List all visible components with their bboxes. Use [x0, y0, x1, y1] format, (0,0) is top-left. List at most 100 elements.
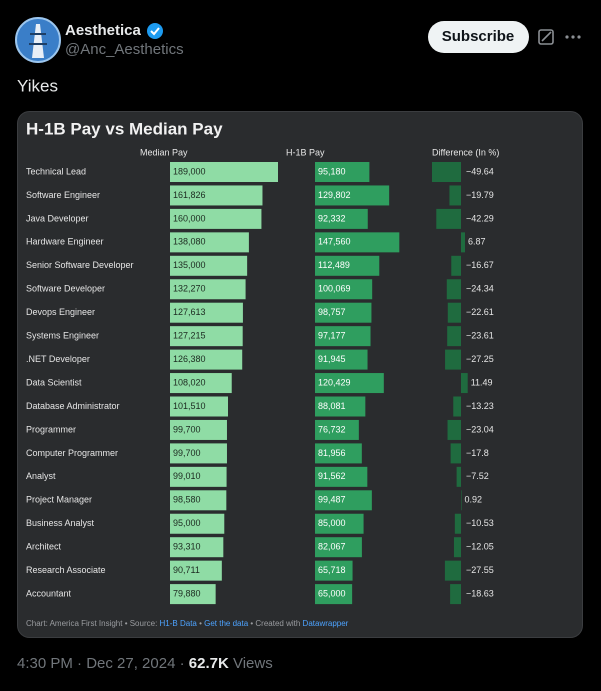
- value-label: −12.05: [466, 542, 494, 552]
- bar: [170, 419, 227, 440]
- row-label: Project Manager: [26, 495, 92, 505]
- bar: [170, 373, 232, 394]
- bar: [170, 560, 222, 581]
- column-header: H-1B Pay: [286, 147, 325, 157]
- value-label: −23.04: [466, 424, 494, 434]
- bar: [170, 232, 249, 253]
- chart-card[interactable]: [17, 111, 583, 638]
- value-label: −7.52: [466, 471, 489, 481]
- subscribe-label[interactable]: Subscribe: [442, 28, 515, 45]
- row-label: Java Developer: [26, 213, 89, 223]
- value-label: 97,177: [318, 331, 346, 341]
- value-label: 98,580: [173, 495, 201, 505]
- bar: [315, 302, 372, 323]
- value-label: −13.23: [466, 401, 494, 411]
- value-label: 6.87: [468, 237, 486, 247]
- row-label: Database Administrator: [26, 401, 120, 411]
- row-label: Analyst: [26, 471, 56, 481]
- bar: [450, 584, 461, 605]
- bar: [170, 537, 224, 558]
- value-label: −19.79: [466, 190, 494, 200]
- row-label: Accountant: [26, 588, 72, 598]
- value-label: 90,711: [173, 565, 200, 575]
- tool-link[interactable]: Datawrapper: [303, 619, 349, 628]
- tweet-meta: 4:30 PM · Dec 27, 2024 · 62.7K Views: [17, 655, 273, 672]
- value-label: 147,560: [318, 237, 351, 247]
- row-label: .NET Developer: [26, 354, 90, 364]
- value-label: 127,215: [173, 331, 206, 341]
- bar: [432, 162, 461, 182]
- bar: [436, 208, 461, 229]
- bar: [170, 255, 248, 276]
- value-label: −10.53: [466, 518, 494, 528]
- author-name[interactable]: Aesthetica: [65, 22, 142, 39]
- subscribe-button[interactable]: [428, 21, 529, 53]
- grok-icon[interactable]: [538, 29, 554, 45]
- bar: [170, 490, 227, 511]
- bar: [170, 185, 263, 206]
- bar: [461, 373, 468, 394]
- views-count: 62.7K: [189, 655, 229, 672]
- bar: [315, 537, 362, 558]
- value-label: 88,081: [318, 401, 346, 411]
- avatar[interactable]: [15, 17, 61, 63]
- data-link[interactable]: Get the data: [204, 619, 249, 628]
- bar: [451, 255, 461, 276]
- bar: [315, 326, 371, 347]
- row-label: Systems Engineer: [26, 331, 99, 341]
- bar: [315, 349, 368, 370]
- bar: [315, 443, 362, 464]
- footer-sep: •: [197, 619, 204, 628]
- meta-sep: ·: [175, 655, 188, 672]
- views-label: Views: [229, 655, 273, 672]
- bar: [170, 396, 229, 417]
- value-label: 99,487: [318, 495, 346, 505]
- row-label: Programmer: [26, 424, 76, 434]
- value-label: 92,332: [318, 213, 346, 223]
- row-label: Data Scientist: [26, 377, 82, 387]
- more-icon[interactable]: [565, 35, 581, 39]
- row-label: Research Associate: [26, 565, 106, 575]
- value-label: 189,000: [173, 166, 206, 176]
- bar: [456, 466, 461, 487]
- value-label: 82,067: [318, 542, 346, 552]
- value-label: 91,562: [318, 471, 346, 481]
- value-label: 100,069: [318, 284, 351, 294]
- value-label: −42.29: [466, 213, 494, 223]
- value-label: −27.55: [466, 565, 494, 575]
- bar: [315, 185, 390, 206]
- bar: [315, 162, 370, 182]
- value-label: 65,000: [318, 588, 346, 598]
- value-label: 129,802: [318, 190, 351, 200]
- bar: [461, 490, 462, 511]
- timestamp[interactable]: 4:30 PM · Dec 27, 2024: [17, 655, 175, 672]
- value-label: 99,700: [173, 448, 201, 458]
- source-link[interactable]: H1-B Data: [160, 619, 198, 628]
- value-label: 112,489: [318, 260, 350, 270]
- value-label: −18.63: [466, 588, 494, 598]
- bar: [315, 466, 368, 487]
- bar: [315, 255, 380, 276]
- value-label: 135,000: [173, 260, 206, 270]
- row-label: Architect: [26, 542, 62, 552]
- verified-badge: [147, 23, 163, 39]
- value-label: 108,020: [173, 377, 206, 387]
- bar: [315, 419, 359, 440]
- row-label: Software Developer: [26, 284, 105, 294]
- value-label: 76,732: [318, 424, 346, 434]
- value-label: −23.61: [466, 331, 494, 341]
- value-label: −16.67: [466, 260, 494, 270]
- bar: [315, 232, 400, 253]
- bar: [454, 513, 461, 534]
- footer-credit: Chart: America First Insight • Source:: [26, 619, 160, 628]
- value-label: −24.34: [466, 284, 494, 294]
- value-label: 79,880: [173, 588, 201, 598]
- value-label: −27.25: [466, 354, 494, 364]
- bar: [315, 584, 353, 605]
- value-label: −17.8: [466, 448, 489, 458]
- handle[interactable]: @Anc_Aesthetics: [65, 41, 184, 58]
- bar: [447, 302, 461, 323]
- value-label: 99,010: [173, 471, 201, 481]
- tweet-text: Yikes: [17, 76, 58, 95]
- bar: [450, 443, 461, 464]
